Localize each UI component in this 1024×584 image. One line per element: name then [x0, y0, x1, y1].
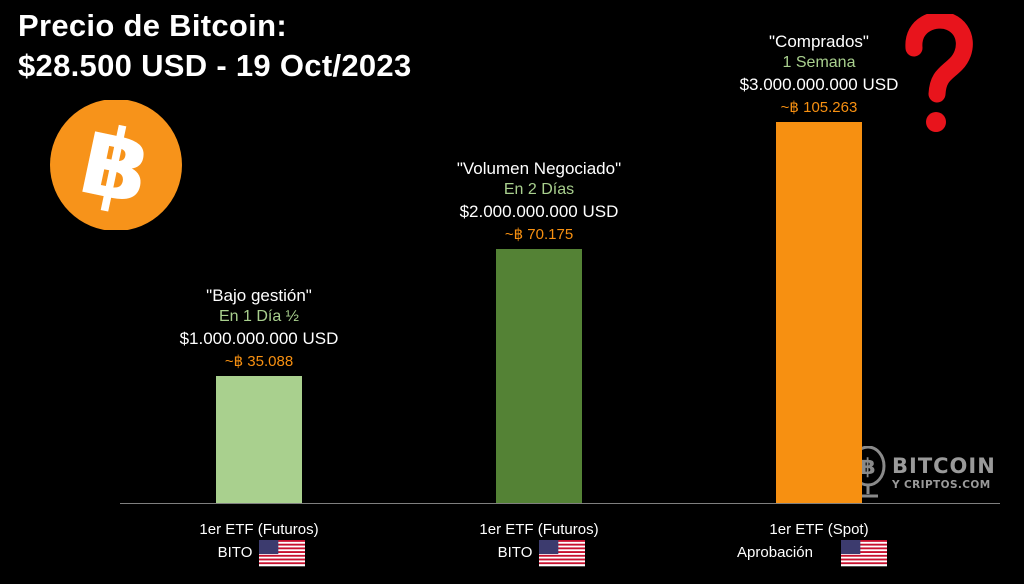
- bar-3: [776, 122, 862, 503]
- bar-label-usd: $3.000.000.000 USD: [740, 75, 899, 94]
- bar-label-btc: ~฿ 70.175: [505, 226, 573, 243]
- bar-label-quote: "Volumen Negociado": [457, 159, 621, 178]
- bar-label-quote: "Comprados": [769, 32, 869, 51]
- us-flag-icon: [539, 540, 585, 567]
- bar-label-period: En 2 Días: [504, 181, 574, 198]
- bar-label-quote: "Bajo gestión": [206, 286, 312, 305]
- title-line-2: $28.500 USD - 19 Oct/2023: [18, 48, 412, 83]
- bar-2: [496, 249, 582, 503]
- bar-1: [216, 376, 302, 503]
- svg-text:฿: ฿: [860, 455, 875, 480]
- bitcoin-coin-icon: ฿: [50, 100, 182, 230]
- us-flag-icon: [259, 540, 305, 567]
- bar-label-usd: $1.000.000.000 USD: [180, 329, 339, 348]
- bar-label-btc: ~฿ 35.088: [225, 353, 293, 370]
- x-tick-sublabel: BITO: [218, 544, 253, 561]
- watermark-subtitle: Y CRIPTOS.COM: [892, 479, 991, 491]
- bar-label-usd: $2.000.000.000 USD: [460, 202, 619, 221]
- title-line-1: Precio de Bitcoin:: [18, 8, 287, 43]
- question-mark-icon: [905, 14, 973, 132]
- x-tick-sublabel: BITO: [498, 544, 533, 561]
- x-tick-label: 1er ETF (Futuros): [199, 521, 318, 538]
- x-tick-label: 1er ETF (Spot): [769, 521, 868, 538]
- us-flag-icon: [841, 540, 887, 567]
- watermark-title: BITCOIN: [892, 454, 996, 478]
- x-tick-label: 1er ETF (Futuros): [479, 521, 598, 538]
- x-tick-sublabel: Aprobación: [737, 544, 813, 561]
- bar-label-period: 1 Semana: [783, 54, 856, 71]
- bar-label-period: En 1 Día ½: [219, 308, 299, 325]
- bar-label-btc: ~฿ 105.263: [781, 99, 858, 116]
